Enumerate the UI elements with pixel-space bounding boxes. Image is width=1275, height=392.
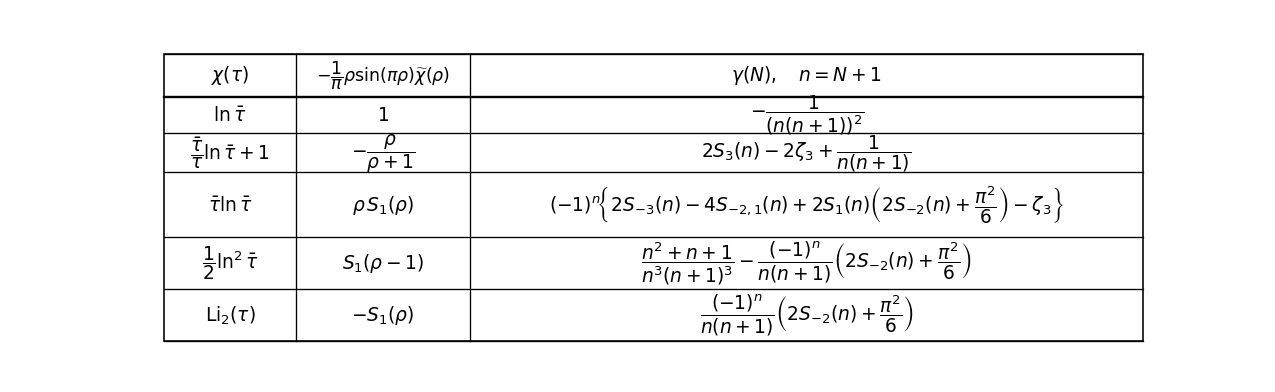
Text: $2S_3(n) - 2\zeta_3 + \dfrac{1}{n(n+1)}$: $2S_3(n) - 2\zeta_3 + \dfrac{1}{n(n+1)}$ [701,133,912,174]
Text: $\dfrac{1}{2}\ln^2\bar{\tau}$: $\dfrac{1}{2}\ln^2\bar{\tau}$ [201,244,258,282]
Text: $1$: $1$ [376,106,389,125]
Text: $-\dfrac{\rho}{\rho+1}$: $-\dfrac{\rho}{\rho+1}$ [351,132,414,174]
Text: $\dfrac{n^2+n+1}{n^3(n+1)^3} - \dfrac{(-1)^n}{n(n+1)}\left(2S_{-2}(n)+\dfrac{\pi: $\dfrac{n^2+n+1}{n^3(n+1)^3} - \dfrac{(-… [641,239,972,287]
Text: $S_1(\rho-1)$: $S_1(\rho-1)$ [342,252,423,274]
Text: $\rho\, S_1(\rho)$: $\rho\, S_1(\rho)$ [352,193,413,216]
Text: $(-1)^n\!\left\{2S_{-3}(n) - 4S_{-2,1}(n) + 2S_1(n)\left(2S_{-2}(n)+\dfrac{\pi^2: $(-1)^n\!\left\{2S_{-3}(n) - 4S_{-2,1}(n… [548,184,1063,225]
Text: $-\dfrac{1}{\pi}\rho\sin(\pi\rho)\widetilde{\chi}(\rho)$: $-\dfrac{1}{\pi}\rho\sin(\pi\rho)\wideti… [315,60,450,92]
Text: $\bar{\tau}\ln\bar{\tau}$: $\bar{\tau}\ln\bar{\tau}$ [208,195,252,214]
Text: $\dfrac{\bar{\tau}}{\tau}\ln\bar{\tau}+1$: $\dfrac{\bar{\tau}}{\tau}\ln\bar{\tau}+1… [190,135,270,171]
Text: $-\dfrac{1}{(n(n+1))^2}$: $-\dfrac{1}{(n(n+1))^2}$ [750,94,863,137]
Text: $\mathrm{Li}_2(\tau)$: $\mathrm{Li}_2(\tau)$ [204,304,255,327]
Text: $\ln\bar{\tau}$: $\ln\bar{\tau}$ [213,106,246,125]
Text: $\dfrac{(-1)^n}{n(n+1)}\left(2S_{-2}(n)+\dfrac{\pi^2}{6}\right)$: $\dfrac{(-1)^n}{n(n+1)}\left(2S_{-2}(n)+… [699,293,913,338]
Text: $\chi(\tau)$: $\chi(\tau)$ [210,64,249,87]
Text: $\gamma(N), \quad n = N+1$: $\gamma(N), \quad n = N+1$ [731,64,881,87]
Text: $-S_1(\rho)$: $-S_1(\rho)$ [351,304,414,327]
